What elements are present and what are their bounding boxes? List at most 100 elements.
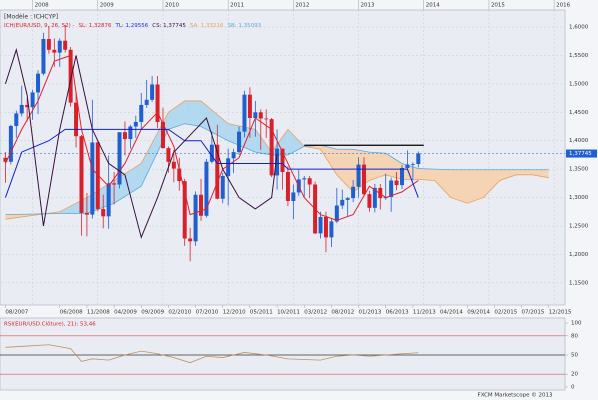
- y-tick-label: 1,1500: [569, 280, 589, 286]
- y-tick-label: 1,4000: [569, 138, 589, 144]
- cloud-segment: [532, 169, 549, 178]
- indicator-line: [4, 47, 278, 239]
- indicator-readout: CS: 1,37745: [152, 23, 186, 29]
- candle-body: [410, 164, 415, 165]
- candle-body: [41, 38, 46, 74]
- candle-body: [144, 99, 149, 105]
- candle-body: [166, 148, 171, 162]
- top-tick-label: 2010: [165, 3, 179, 9]
- y-tick-label: 1,2500: [569, 223, 589, 229]
- rsi-title: RSI(EUR/USD.Clôture), 21): 53,46: [4, 321, 96, 328]
- candle-body: [19, 104, 24, 114]
- indicator-readout: SB: 1,35093: [228, 23, 262, 29]
- candle-body: [8, 125, 13, 162]
- y-tick-label: 1,2000: [569, 252, 589, 258]
- candle-body: [3, 157, 8, 162]
- y-tick-label: 1,3500: [569, 167, 589, 173]
- candle-body: [112, 183, 117, 185]
- cloud-segment: [201, 100, 229, 141]
- candle-body: [117, 132, 122, 185]
- cloud-span-line: [5, 100, 549, 220]
- candle-body: [351, 186, 356, 199]
- candle-body: [389, 180, 394, 198]
- candle-body: [405, 164, 410, 169]
- candle-body: [160, 121, 165, 149]
- candle-body: [30, 92, 35, 108]
- last-price-box: [566, 149, 597, 158]
- candle-body: [215, 144, 220, 199]
- candle-body: [372, 187, 377, 208]
- candle-body: [329, 221, 334, 238]
- candle-body: [171, 161, 176, 169]
- top-tick-label: 2011: [230, 3, 244, 9]
- candle-body: [155, 84, 160, 122]
- candle-body: [182, 181, 187, 239]
- x-tick-label: 11/2008: [87, 310, 110, 316]
- top-tick-label: 2008: [35, 3, 49, 9]
- candle-body: [52, 49, 57, 53]
- cloud-segment: [271, 129, 288, 155]
- candle-body: [79, 136, 84, 213]
- x-tick-label: 07/2010: [196, 310, 219, 316]
- cloud-segment: [255, 129, 272, 155]
- x-tick-label: 05/2011: [250, 310, 273, 316]
- candle-body: [318, 216, 323, 234]
- candle-body: [74, 102, 79, 137]
- y-tick-label: 80: [571, 333, 578, 339]
- cloud-segment: [434, 169, 451, 198]
- cloud-segment: [168, 100, 185, 130]
- candle-body: [345, 198, 350, 200]
- y-tick-label: 50: [571, 353, 578, 359]
- x-tick-label: 03/2012: [304, 310, 327, 316]
- cloud-segment: [467, 169, 484, 204]
- y-tick-label: 1,6000: [569, 25, 589, 31]
- candle-body: [334, 205, 339, 222]
- indicator-line: [4, 128, 419, 198]
- cloud-segment: [483, 169, 500, 198]
- x-tick-label: 06/2008: [60, 310, 83, 316]
- candle-body: [323, 216, 328, 238]
- candle-body: [231, 152, 236, 159]
- cloud-segment: [516, 169, 533, 175]
- candle-body: [14, 113, 19, 126]
- candle-body: [199, 194, 204, 216]
- candle-body: [307, 178, 312, 185]
- candle-body: [280, 148, 285, 172]
- x-tick-label: 08/2007: [5, 310, 28, 316]
- y-tick-label: 1,4500: [569, 110, 589, 116]
- y-tick-label: 20: [571, 372, 578, 378]
- candle-body: [242, 94, 247, 132]
- template-label: [Modèle : ICHCYP]: [4, 14, 58, 21]
- x-tick-label: 12/2010: [223, 310, 246, 316]
- candle-body: [285, 171, 290, 201]
- candle-body: [204, 161, 209, 216]
- candle-body: [193, 194, 198, 242]
- candle-body: [95, 142, 100, 209]
- candle-body: [258, 112, 263, 119]
- indicator-label: ICH(EUR/USD, 9, 26, 52) -: [4, 23, 75, 29]
- candle-body: [264, 118, 269, 120]
- candle-body: [220, 175, 225, 199]
- top-tick-label: 2009: [100, 3, 114, 9]
- y-tick-label: 1,3000: [569, 195, 589, 201]
- candle-body: [36, 73, 41, 93]
- candle-body: [177, 168, 182, 182]
- x-tick-label: 04/2014: [440, 310, 463, 316]
- candle-body: [302, 178, 307, 180]
- x-tick-label: 06/2013: [386, 310, 409, 316]
- cloud-segment: [418, 168, 435, 181]
- rsi-panel: [0, 317, 566, 391]
- cloud-segment: [184, 100, 202, 127]
- candle-body: [394, 180, 399, 186]
- cloud-segment: [287, 129, 305, 155]
- candle-body: [90, 142, 95, 215]
- candle-body: [84, 212, 89, 215]
- cloud-segment: [320, 145, 337, 175]
- candle-body: [269, 119, 274, 176]
- candle-body: [340, 199, 345, 206]
- top-tick-label: 2012: [295, 3, 309, 9]
- cloud-span-line: [5, 123, 549, 216]
- y-tick-label: 0: [571, 385, 575, 391]
- candle-body: [416, 153, 421, 165]
